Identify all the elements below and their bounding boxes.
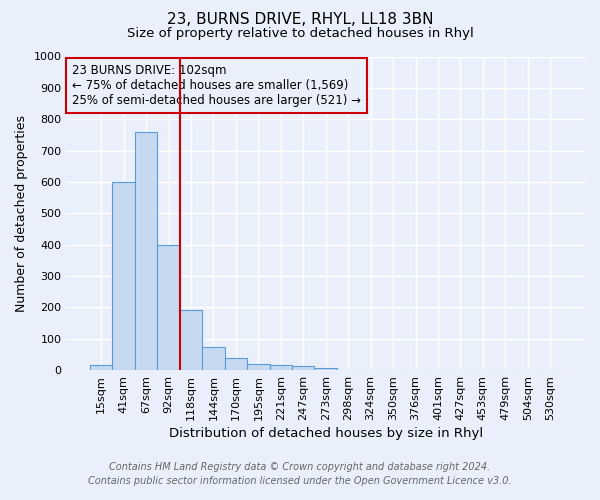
Bar — [224, 358, 247, 370]
Text: Size of property relative to detached houses in Rhyl: Size of property relative to detached ho… — [127, 28, 473, 40]
Bar — [157, 244, 180, 370]
Bar — [135, 132, 157, 370]
Text: Contains public sector information licensed under the Open Government Licence v3: Contains public sector information licen… — [88, 476, 512, 486]
Bar — [269, 366, 292, 370]
Text: Contains HM Land Registry data © Crown copyright and database right 2024.: Contains HM Land Registry data © Crown c… — [109, 462, 491, 472]
Y-axis label: Number of detached properties: Number of detached properties — [15, 115, 28, 312]
Bar — [90, 366, 112, 370]
Bar — [180, 310, 202, 370]
X-axis label: Distribution of detached houses by size in Rhyl: Distribution of detached houses by size … — [169, 427, 483, 440]
Bar — [112, 182, 135, 370]
Text: 23, BURNS DRIVE, RHYL, LL18 3BN: 23, BURNS DRIVE, RHYL, LL18 3BN — [167, 12, 433, 28]
Bar — [292, 366, 314, 370]
Bar — [314, 368, 337, 370]
Text: 23 BURNS DRIVE: 102sqm
← 75% of detached houses are smaller (1,569)
25% of semi-: 23 BURNS DRIVE: 102sqm ← 75% of detached… — [71, 64, 361, 108]
Bar — [202, 346, 224, 370]
Bar — [247, 364, 269, 370]
